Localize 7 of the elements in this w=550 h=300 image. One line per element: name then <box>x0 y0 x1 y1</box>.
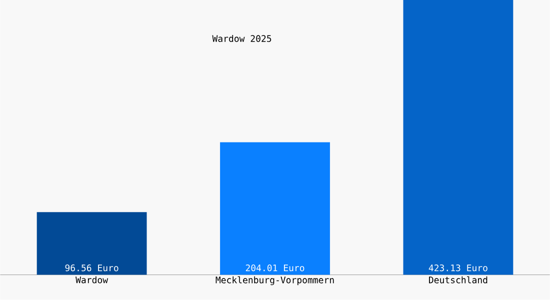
x-tick-label: Deutschland <box>429 276 488 284</box>
text: Wardow 2025 <box>212 35 272 42</box>
x-tick-label: Mecklenburg-Vorpommern <box>216 276 334 286</box>
x-tick-label: Wardow <box>76 276 108 284</box>
data-label: 423.13 Euro <box>428 264 488 272</box>
data-label: 96.56 Euro <box>65 264 118 272</box>
data-label: 204.01 Euro <box>246 264 304 272</box>
